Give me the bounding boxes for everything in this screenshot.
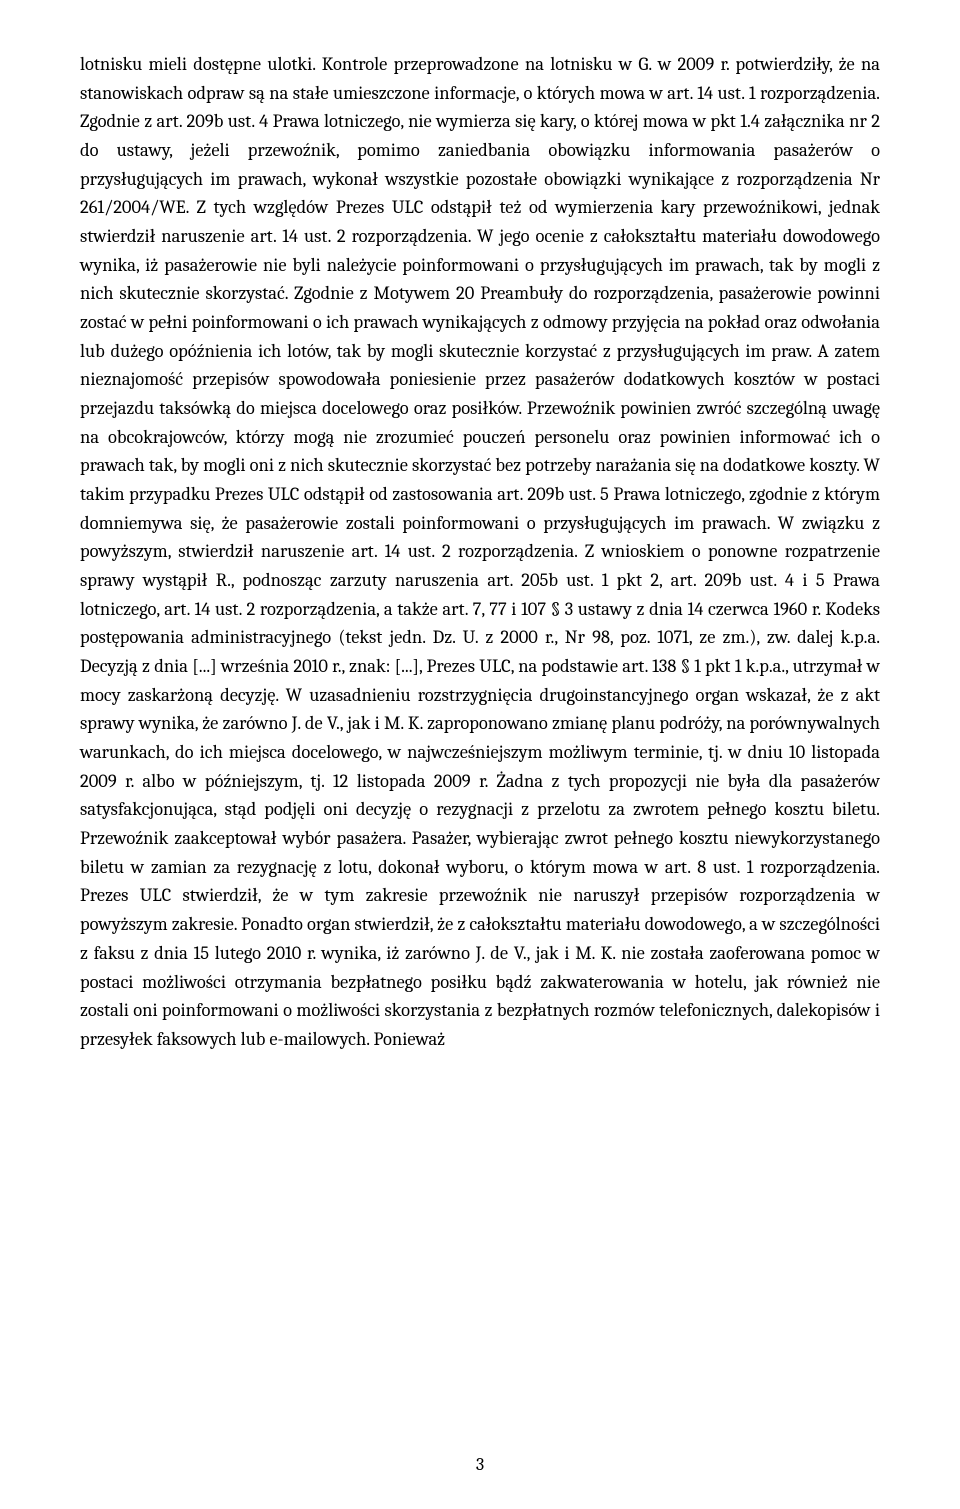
body-text: lotnisku mieli dostępne ulotki. Kontrole… xyxy=(80,50,880,1054)
document-page: lotnisku mieli dostępne ulotki. Kontrole… xyxy=(0,0,960,1509)
page-number: 3 xyxy=(0,1451,960,1479)
